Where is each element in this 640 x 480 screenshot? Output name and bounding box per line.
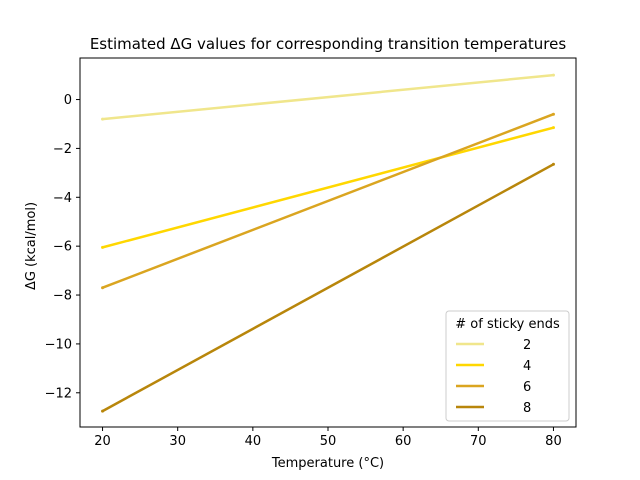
y-tick-label: −8 bbox=[53, 289, 72, 304]
series-4-point bbox=[551, 126, 555, 130]
legend-label-6: 6 bbox=[523, 380, 531, 395]
x-tick-label: 50 bbox=[320, 434, 337, 449]
legend-label-8: 8 bbox=[523, 401, 531, 416]
y-axis-title: ΔG (kcal/mol) bbox=[24, 202, 39, 290]
y-tick-label: −6 bbox=[53, 240, 72, 255]
legend: # of sticky ends 2 4 6 8 bbox=[445, 310, 570, 422]
series-2-point bbox=[101, 117, 105, 121]
x-tick-label: 60 bbox=[395, 434, 412, 449]
legend-box bbox=[445, 310, 570, 422]
x-tick-label: 40 bbox=[245, 434, 262, 449]
chart-title: Estimated ΔG values for corresponding tr… bbox=[90, 35, 567, 53]
series-2-point bbox=[551, 73, 555, 77]
series-8-point bbox=[101, 409, 105, 413]
y-tick-label: −10 bbox=[45, 337, 72, 352]
legend-label-4: 4 bbox=[523, 359, 531, 374]
y-tick-label: −12 bbox=[45, 386, 72, 401]
legend-title: # of sticky ends bbox=[455, 317, 560, 332]
y-tick-label: −4 bbox=[53, 191, 72, 206]
series-8-point bbox=[551, 162, 555, 166]
series-line-8 bbox=[101, 163, 555, 413]
legend-label-2: 2 bbox=[523, 338, 531, 353]
x-tick-label: 30 bbox=[169, 434, 186, 449]
series-6-point bbox=[551, 112, 555, 116]
x-tick-label: 20 bbox=[94, 434, 111, 449]
series-line-4 bbox=[102, 126, 554, 249]
plot-area: 20 30 40 50 60 70 80 −12 −10 −8 −6 −4 −2 0 bbox=[45, 57, 577, 449]
series-line-2 bbox=[102, 73, 554, 121]
y-tick-label: −2 bbox=[53, 142, 72, 157]
x-tick-label: 70 bbox=[470, 434, 487, 449]
series-4-point bbox=[101, 245, 105, 249]
series-6-point bbox=[101, 286, 105, 290]
x-tick-label: 80 bbox=[545, 434, 562, 449]
x-axis-title: Temperature (°C) bbox=[271, 456, 384, 471]
y-tick-label: 0 bbox=[64, 93, 72, 108]
series-line-6 bbox=[102, 113, 554, 289]
